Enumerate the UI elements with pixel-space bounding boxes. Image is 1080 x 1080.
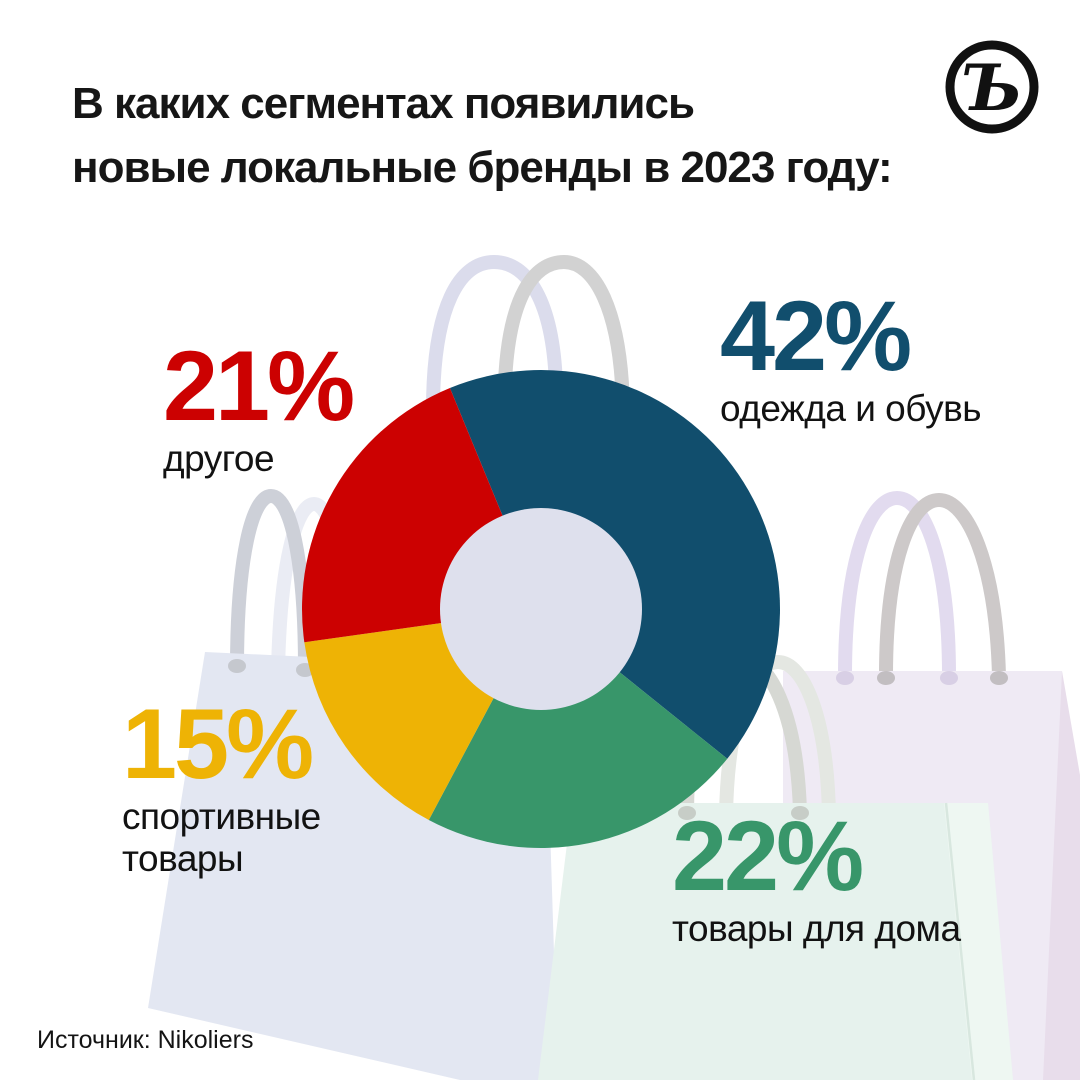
- left-bag-handle-dot: [228, 659, 246, 673]
- mint-bag-handle-dot: [791, 806, 809, 820]
- segment-value: 21%: [163, 330, 355, 441]
- segment-value: 15%: [122, 688, 314, 799]
- mint-bag-body: [538, 803, 1013, 1080]
- segment-label: спортивные товары: [122, 796, 321, 879]
- segment-value: 42%: [720, 280, 912, 391]
- right-bag-handle-dot: [940, 671, 958, 685]
- right-bag-handle-dot: [836, 671, 854, 685]
- right-bag-handle-dot: [877, 671, 895, 685]
- kommersant-logo-icon: Ъ: [945, 40, 1039, 134]
- title-line-2: новые локальные бренды в 2023 году:: [72, 143, 893, 192]
- donut-segment: [428, 609, 728, 848]
- segment-label: товары для дома: [672, 908, 961, 949]
- mint-bag-fold: [944, 803, 1013, 1080]
- top-bag: [426, 254, 630, 411]
- callout-other: 21% другое: [163, 330, 355, 480]
- logo-ring: [945, 40, 1039, 134]
- segment-value: 22%: [672, 800, 864, 911]
- mint-bag-handle-dot: [678, 806, 696, 820]
- donut-chart: [302, 370, 780, 848]
- right-bag-handle-lavender: [838, 490, 956, 677]
- title-line-1: В каких сегментах появились: [72, 79, 695, 128]
- right-bag-handle-dot: [990, 671, 1008, 685]
- right-bag-handle-gray: [879, 492, 1006, 677]
- segment-label: другое: [163, 438, 275, 479]
- top-bag-handle-gray: [498, 254, 630, 409]
- callout-sport-goods: 15% спортивные товары: [122, 688, 321, 880]
- source-note: Источник: Nikoliers: [37, 1026, 254, 1054]
- page-title: В каких сегментах появились новые локаль…: [72, 72, 893, 200]
- segment-label: одежда и обувь: [720, 388, 982, 429]
- left-bag-handle-front: [230, 488, 312, 669]
- mint-bag-crease: [944, 802, 976, 1080]
- logo-glyph: Ъ: [961, 51, 1022, 126]
- right-bag-fold: [1043, 671, 1080, 1080]
- callout-clothes: 42% одежда и обувь: [720, 280, 982, 430]
- top-bag-handle-lavender: [426, 254, 563, 411]
- donut-hole: [440, 508, 642, 710]
- callout-home-goods: 22% товары для дома: [672, 800, 961, 950]
